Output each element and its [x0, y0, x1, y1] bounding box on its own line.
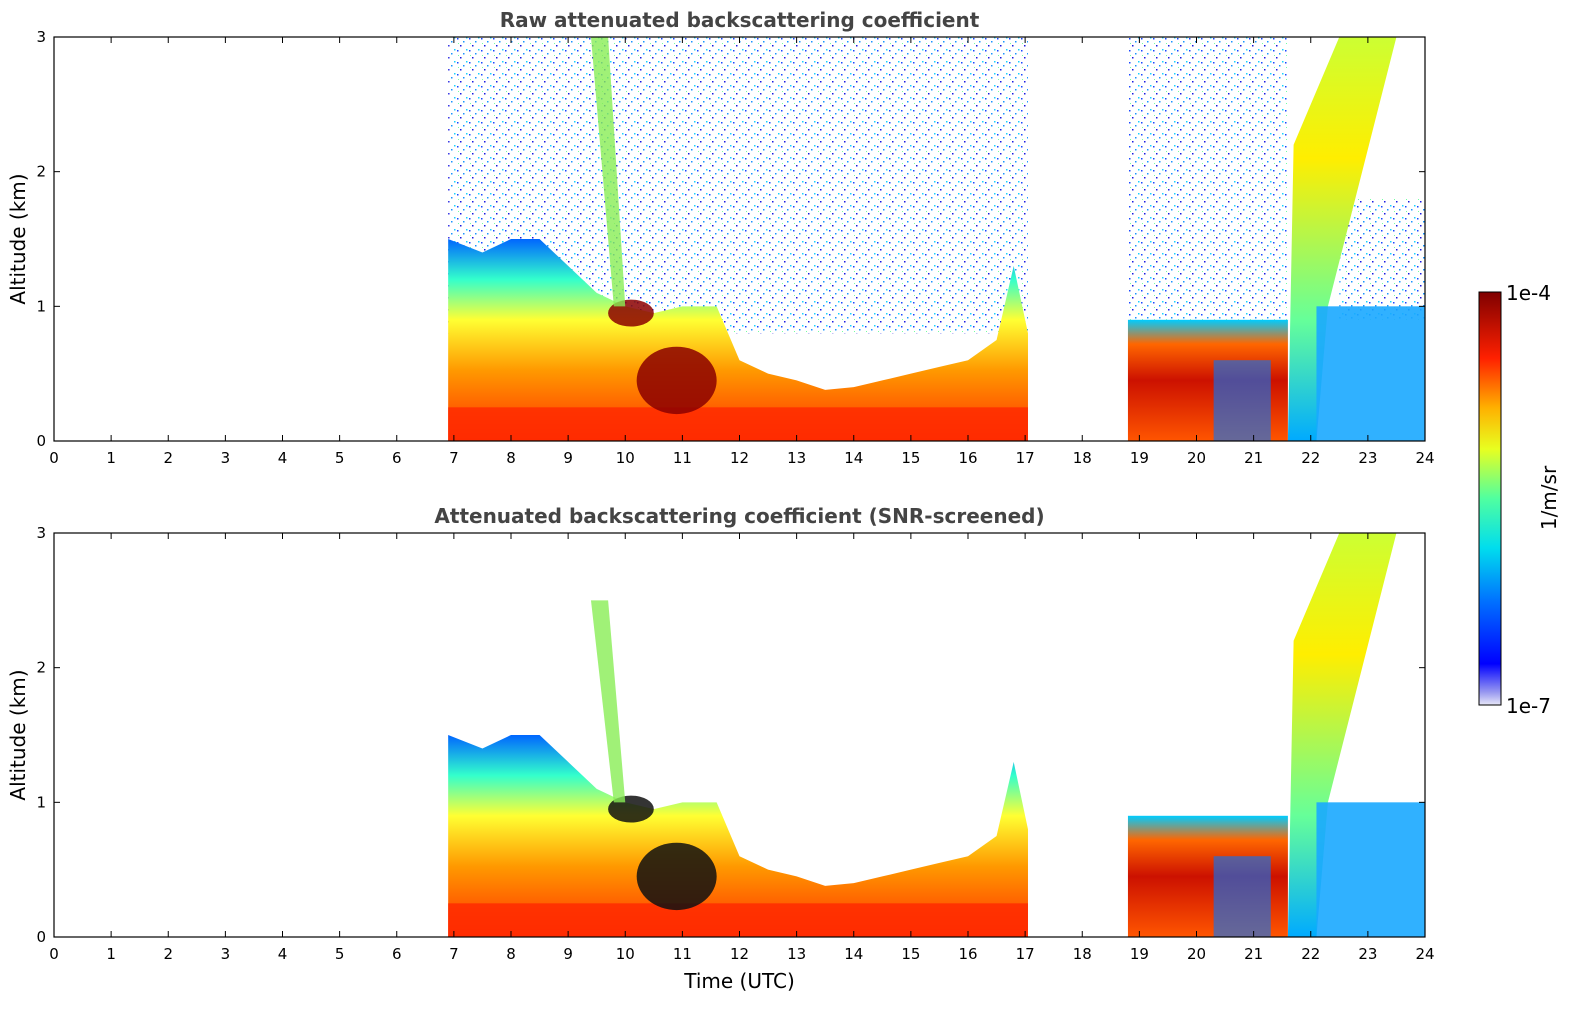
dense-layer [636, 346, 717, 415]
x-tick-label: 19 [1130, 449, 1149, 467]
evening-layer [1213, 856, 1271, 937]
y-tick-label: 1 [36, 297, 46, 315]
x-tick-label: 0 [49, 449, 59, 467]
x-tick-label: 2 [163, 449, 173, 467]
x-tick-label: 13 [787, 449, 806, 467]
y-tick-label: 2 [36, 659, 46, 677]
noise-region [1127, 37, 1288, 320]
surface-layer [448, 407, 1028, 441]
x-tick-label: 20 [1187, 449, 1206, 467]
x-tick-label: 12 [730, 449, 749, 467]
x-tick-label: 8 [506, 945, 516, 963]
x-tick-label: 22 [1301, 449, 1320, 467]
y-tick-label: 2 [36, 163, 46, 181]
x-tick-label: 3 [221, 449, 231, 467]
rising-plume [1287, 37, 1397, 441]
late-layer [1316, 802, 1425, 937]
x-tick-label: 5 [335, 945, 345, 963]
x-tick-label: 4 [278, 945, 288, 963]
x-tick-label: 8 [506, 449, 516, 467]
colorbar-unit-label: 1/m/sr [1537, 465, 1561, 530]
heatmap-area-2 [448, 533, 1425, 937]
x-tick-label: 19 [1130, 945, 1149, 963]
colorbar: 1e-4 1e-7 1/m/sr [1478, 281, 1561, 718]
x-tick-label: 22 [1301, 945, 1320, 963]
x-tick-label: 14 [844, 449, 863, 467]
evening-layer [1213, 360, 1271, 441]
x-tick-label: 23 [1358, 945, 1377, 963]
panel-title: Raw attenuated backscattering coefficien… [500, 8, 980, 32]
x-tick-label: 15 [901, 945, 920, 963]
x-tick-label: 1 [106, 449, 116, 467]
heatmap-area-1 [448, 37, 1425, 441]
x-tick-label: 3 [221, 945, 231, 963]
y-tick-label: 3 [36, 28, 46, 46]
y-tick-label: 0 [36, 432, 46, 450]
surface-layer [448, 903, 1028, 937]
x-tick-label: 17 [1016, 945, 1035, 963]
late-layer [1316, 306, 1425, 441]
colorbar-min-label: 1e-7 [1506, 694, 1551, 718]
x-tick-label: 10 [616, 945, 635, 963]
aerosol-streak [590, 600, 626, 803]
y-tick-label: 3 [36, 524, 46, 542]
x-tick-label: 24 [1415, 945, 1434, 963]
x-tick-label: 11 [673, 945, 692, 963]
x-tick-label: 16 [958, 945, 977, 963]
x-tick-label: 15 [901, 449, 920, 467]
boundary-layer [448, 239, 1028, 441]
panel-2: Attenuated backscattering coefficient (S… [6, 504, 1435, 993]
x-tick-label: 6 [392, 945, 402, 963]
x-tick-label: 17 [1016, 449, 1035, 467]
aerosol-streak [590, 37, 626, 307]
x-tick-label: 9 [563, 449, 573, 467]
x-tick-label: 14 [844, 945, 863, 963]
x-tick-label: 20 [1187, 945, 1206, 963]
x-tick-label: 23 [1358, 449, 1377, 467]
x-tick-label: 10 [616, 449, 635, 467]
x-tick-label: 21 [1244, 449, 1263, 467]
x-tick-label: 1 [106, 945, 116, 963]
x-tick-label: 18 [1073, 449, 1092, 467]
x-tick-label: 4 [278, 449, 288, 467]
panel-title: Attenuated backscattering coefficient (S… [434, 504, 1044, 528]
x-tick-label: 13 [787, 945, 806, 963]
x-tick-label: 5 [335, 449, 345, 467]
x-tick-label: 6 [392, 449, 402, 467]
colorbar-gradient [1478, 291, 1502, 706]
x-tick-label: 12 [730, 945, 749, 963]
colorbar-max-label: 1e-4 [1506, 281, 1551, 305]
rising-plume [1287, 533, 1397, 937]
x-tick-label: 9 [563, 945, 573, 963]
x-tick-label: 7 [449, 945, 459, 963]
y-tick-label: 0 [36, 928, 46, 946]
x-tick-label: 24 [1415, 449, 1434, 467]
x-tick-label: 18 [1073, 945, 1092, 963]
y-axis-label: Altitude (km) [6, 173, 30, 304]
x-tick-label: 21 [1244, 945, 1263, 963]
x-tick-label: 7 [449, 449, 459, 467]
y-axis-label: Altitude (km) [6, 669, 30, 800]
x-axis-label: Time (UTC) [683, 969, 795, 993]
x-tick-label: 16 [958, 449, 977, 467]
boundary-layer [448, 735, 1028, 937]
x-tick-label: 2 [163, 945, 173, 963]
x-tick-label: 11 [673, 449, 692, 467]
dense-layer [636, 842, 717, 911]
panel-1: Raw attenuated backscattering coefficien… [6, 8, 1435, 467]
y-tick-label: 1 [36, 793, 46, 811]
noise-region [1339, 198, 1425, 320]
x-tick-label: 0 [49, 945, 59, 963]
